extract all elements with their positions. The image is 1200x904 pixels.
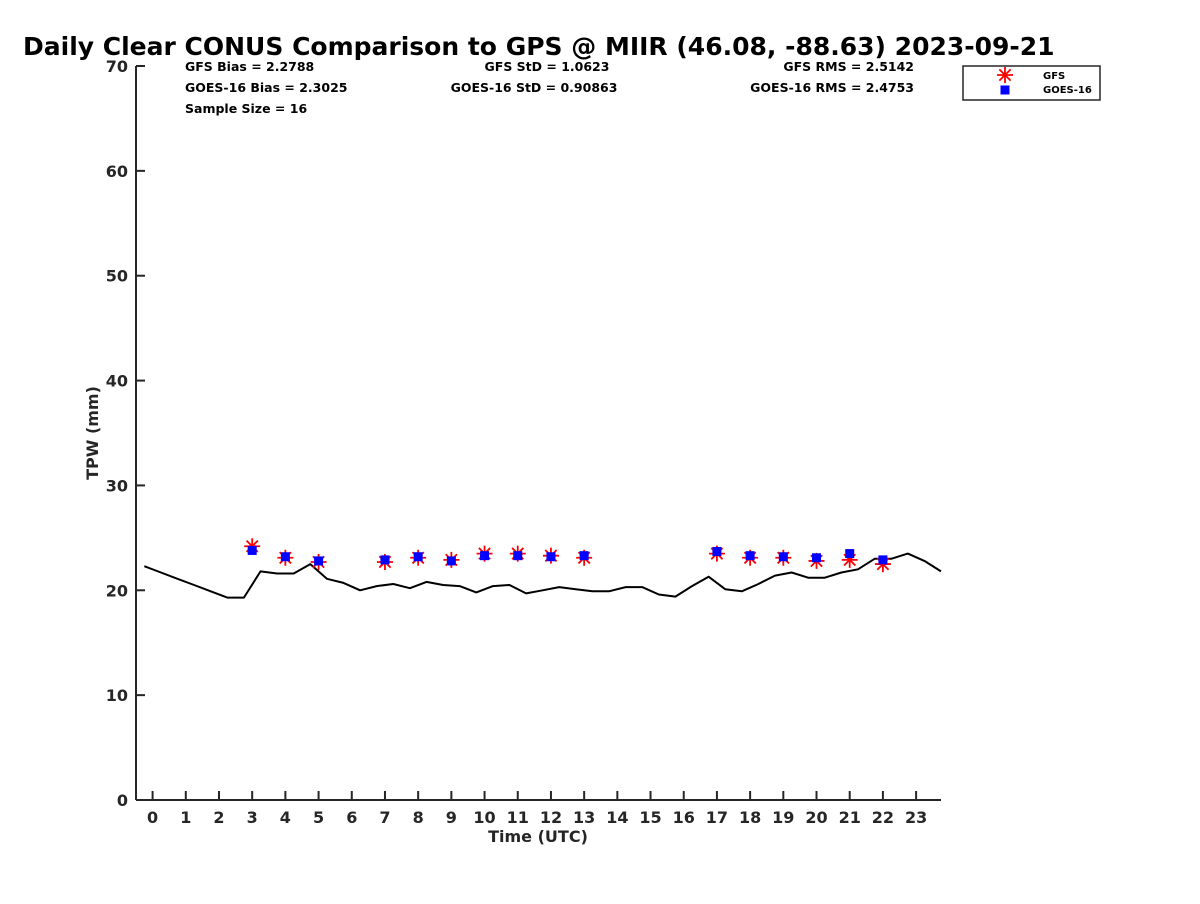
goes16-point — [446, 556, 456, 566]
x-tick-label: 20 — [805, 808, 827, 827]
x-tick-label: 1 — [180, 808, 191, 827]
legend-goes16-square — [1000, 85, 1010, 95]
gfs-series — [244, 538, 891, 573]
x-tick-label: 5 — [313, 808, 324, 827]
gfs-bias-stat: GFS Bias = 2.2788 — [185, 59, 314, 74]
gfs-point-stroke — [841, 551, 858, 568]
legend-gfs-label: GFS — [1043, 71, 1065, 82]
x-tick-label: 15 — [639, 808, 661, 827]
x-tick-label: 4 — [280, 808, 291, 827]
goes16-series — [247, 545, 888, 566]
goes16-point — [247, 545, 257, 555]
gfs-std-stat: GFS StD = 1.0623 — [485, 59, 610, 74]
x-tick-label: 6 — [346, 808, 357, 827]
y-tick-label: 20 — [106, 581, 128, 600]
gps-series — [143, 552, 942, 599]
x-tick-label: 19 — [772, 808, 794, 827]
y-tick-label: 30 — [106, 476, 128, 495]
goes16-point — [480, 551, 490, 561]
x-tick-label: 13 — [573, 808, 595, 827]
goes16-point — [513, 551, 523, 561]
goes16-point — [845, 549, 855, 559]
x-tick-label: 22 — [872, 808, 894, 827]
goes16-point — [712, 546, 722, 556]
y-tick-label: 50 — [106, 267, 128, 286]
x-tick-label: 12 — [540, 808, 562, 827]
x-tick-label: 23 — [905, 808, 927, 827]
y-tick-label: 60 — [106, 162, 128, 181]
legend: GFS GOES-16 — [962, 65, 1101, 101]
stats-block: GFS Bias = 2.2788 GOES-16 Bias = 2.3025 … — [185, 59, 914, 116]
chart-title: Daily Clear CONUS Comparison to GPS @ MI… — [23, 32, 1055, 61]
legend-goes16-label: GOES-16 — [1043, 85, 1092, 96]
x-tick-label: 14 — [606, 808, 628, 827]
goes16-point — [380, 555, 390, 565]
x-tick-label: 7 — [379, 808, 390, 827]
y-axis-label: TPW (mm) — [83, 386, 102, 480]
y-tick-label: 0 — [117, 791, 128, 810]
gps-line — [143, 552, 942, 599]
x-tick-label: 0 — [147, 808, 158, 827]
goes16-point — [280, 552, 290, 562]
goes16-point — [878, 555, 888, 565]
x-tick-label: 3 — [247, 808, 258, 827]
x-tick-label: 10 — [473, 808, 495, 827]
x-tick-label: 11 — [507, 808, 529, 827]
y-tick-label: 10 — [106, 686, 128, 705]
goes-rms-stat: GOES-16 RMS = 2.4753 — [750, 80, 914, 95]
legend-gfs-marker — [997, 67, 1013, 83]
gfs-point — [841, 551, 858, 568]
gfs-rms-stat: GFS RMS = 2.5142 — [783, 59, 914, 74]
x-tick-label: 18 — [739, 808, 761, 827]
y-tick-label: 70 — [106, 57, 128, 76]
x-axis-label: Time (UTC) — [488, 827, 588, 846]
goes-std-stat: GOES-16 StD = 0.90863 — [451, 80, 618, 95]
x-tick-label: 21 — [839, 808, 861, 827]
x-tick-label: 8 — [413, 808, 424, 827]
x-tick-label: 2 — [213, 808, 224, 827]
goes16-point — [546, 552, 556, 562]
goes16-point — [745, 551, 755, 561]
goes16-point — [413, 552, 423, 562]
goes16-point — [778, 552, 788, 562]
x-tick-label: 16 — [673, 808, 695, 827]
goes16-point — [579, 551, 589, 561]
x-tick-label: 17 — [706, 808, 728, 827]
y-tick-label: 40 — [106, 372, 128, 391]
legend-gfs-asterisk — [997, 67, 1013, 83]
sample-size-stat: Sample Size = 16 — [185, 101, 307, 116]
legend-gfs-asterisk-stroke — [997, 67, 1013, 83]
goes16-point — [314, 556, 324, 566]
legend-goes16-marker — [1000, 85, 1010, 95]
x-tick-label: 9 — [446, 808, 457, 827]
legend-box — [962, 65, 1101, 101]
goes16-point — [812, 553, 822, 563]
goes-bias-stat: GOES-16 Bias = 2.3025 — [185, 80, 347, 95]
